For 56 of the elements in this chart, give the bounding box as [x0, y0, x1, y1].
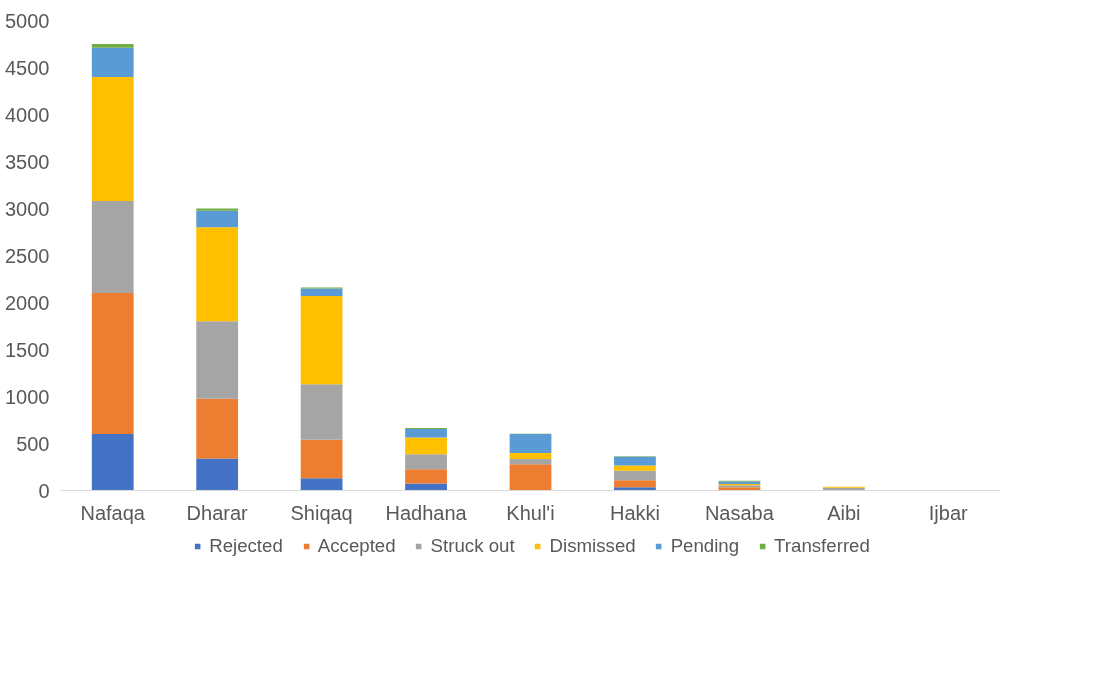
bar — [300, 384, 343, 440]
bar — [405, 437, 447, 455]
bar — [196, 210, 239, 228]
y-tick-label: 2000 — [5, 291, 50, 314]
x-tick-label: Aibi — [827, 501, 861, 524]
bar — [405, 428, 447, 438]
x-tick-label: Dharar — [186, 501, 249, 524]
bar — [509, 452, 552, 460]
x-tick-label: Nafaqa — [80, 501, 146, 524]
bar — [614, 480, 656, 488]
bar — [405, 469, 447, 484]
bar — [91, 434, 134, 491]
legend-label: Rejected — [209, 535, 283, 557]
legend-label: Struck out — [430, 535, 515, 557]
y-tick-label: 4000 — [5, 103, 50, 126]
y-tick-label: 500 — [16, 432, 50, 455]
bar — [196, 227, 239, 322]
y-tick-label: 5000 — [5, 9, 50, 32]
bar — [509, 459, 552, 465]
y-tick-label: 3500 — [5, 150, 50, 173]
y-tick-label: 3000 — [5, 197, 50, 220]
y-tick-label: 1500 — [5, 338, 50, 361]
legend-label: Transferred — [774, 535, 870, 557]
bar — [91, 76, 134, 201]
bar — [509, 434, 552, 453]
bar — [300, 478, 343, 491]
x-tick-label: Nasaba — [704, 501, 775, 524]
bar — [196, 321, 239, 399]
bar — [614, 456, 656, 466]
x-tick-label: Shiqaq — [290, 501, 353, 524]
legend-label: Pending — [670, 535, 740, 557]
x-tick-label: Hadhana — [385, 501, 468, 524]
bar — [300, 295, 343, 385]
bar — [196, 398, 239, 459]
y-tick-label: 1000 — [5, 385, 50, 408]
x-tick-label: Hakki — [609, 501, 660, 524]
y-tick-label: 0 — [38, 479, 50, 502]
bar — [196, 458, 239, 491]
y-tick-label: 2500 — [5, 244, 50, 267]
bar — [509, 464, 552, 491]
legend-label: Dismissed — [549, 535, 636, 557]
x-tick-label: Khul'i — [506, 501, 555, 524]
bar — [91, 200, 134, 294]
bar — [405, 454, 447, 470]
bar — [614, 487, 656, 491]
y-tick-label: 4500 — [5, 56, 50, 79]
bar — [91, 293, 134, 435]
legend-label: Accepted — [317, 535, 396, 557]
bar — [614, 465, 656, 471]
bar — [300, 288, 343, 296]
x-tick-label: Ijbar — [928, 501, 969, 524]
bar — [91, 44, 134, 48]
bar — [300, 439, 343, 479]
bar — [405, 483, 447, 491]
bar — [614, 470, 656, 481]
bar — [91, 47, 134, 77]
